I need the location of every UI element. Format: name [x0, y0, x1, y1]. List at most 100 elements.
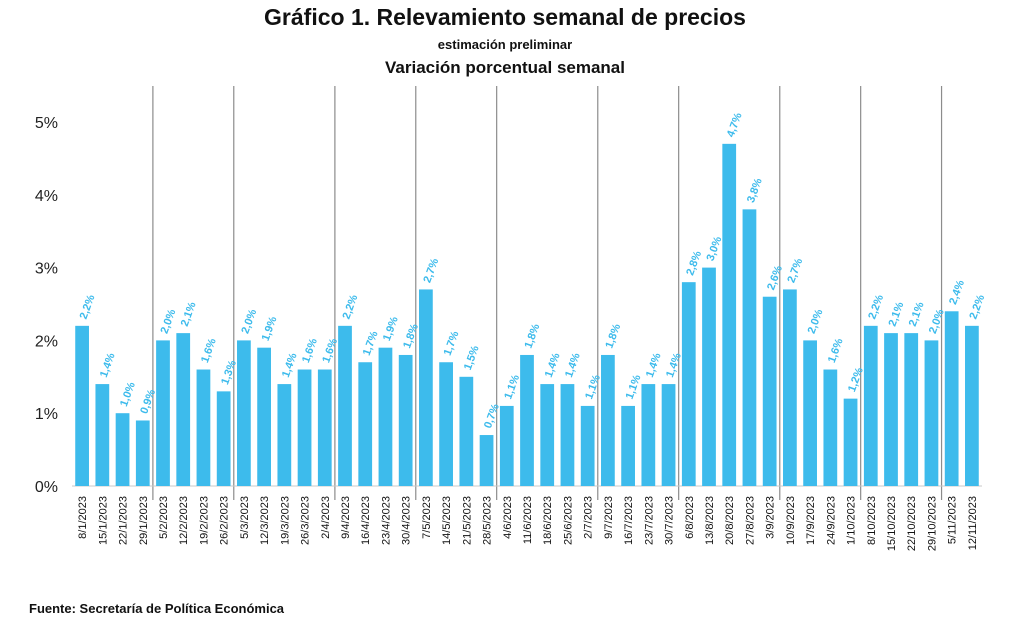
data-label: 1,0% [118, 380, 138, 408]
data-label: 1,4% [664, 351, 684, 379]
bar [803, 340, 817, 486]
data-label: 1,6% [826, 337, 846, 365]
bar [419, 289, 433, 486]
x-tick-label: 9/7/2023 [603, 496, 615, 539]
bar [216, 391, 231, 486]
data-label: 1,5% [462, 344, 482, 372]
data-label: 2,2% [967, 293, 987, 321]
bar [762, 296, 777, 486]
x-tick-label: 30/7/2023 [664, 496, 676, 545]
x-tick-label: 28/5/2023 [482, 496, 494, 545]
x-tick-label: 24/9/2023 [825, 496, 837, 545]
data-label: 1,9% [381, 315, 401, 343]
data-label: 1,4% [644, 351, 664, 379]
bar [641, 384, 656, 486]
x-tick-label: 19/2/2023 [198, 496, 210, 545]
x-tick-label: 9/4/2023 [340, 496, 352, 539]
bar [540, 384, 555, 486]
x-tick-label: 2/7/2023 [583, 496, 595, 539]
bar [580, 405, 595, 486]
x-tick-label: 16/7/2023 [623, 496, 635, 545]
bar-chart: 0%1%2%3%4%5% 2,2%1,4%1,0% 0,9%2,0% 2,1%1,6… [35, 86, 987, 551]
data-label: 4,7% [725, 111, 745, 139]
x-tick-label: 6/8/2023 [684, 496, 696, 539]
bar [944, 311, 959, 486]
x-tick-label: 8/1/2023 [77, 496, 89, 539]
bar [965, 325, 979, 486]
bar [338, 325, 352, 486]
bar [317, 369, 332, 486]
x-tick-label: 26/2/2023 [219, 496, 231, 545]
bar [520, 354, 534, 486]
data-label: 2,1% [887, 300, 907, 328]
bar [277, 384, 292, 486]
bar [95, 384, 110, 486]
data-label: 1,4% [98, 351, 118, 379]
data-label: 3,0% [705, 235, 725, 263]
data-label: 2,0% [927, 308, 947, 336]
bar [257, 347, 271, 486]
data-label: 1,8% [523, 322, 543, 350]
x-tick-label: 8/10/2023 [866, 496, 878, 545]
bar [115, 413, 130, 486]
x-tick-label: 29/10/2023 [926, 496, 938, 551]
data-label: 1,2% [846, 366, 866, 394]
bar [884, 333, 898, 486]
x-tick-label: 14/5/2023 [441, 496, 453, 545]
data-label: 1,4% [280, 351, 300, 379]
bar [904, 333, 919, 486]
x-tick-label: 3/9/2023 [765, 496, 777, 539]
x-tick-label: 16/4/2023 [360, 496, 372, 545]
bar [398, 354, 413, 486]
data-label: 2,1% [907, 300, 927, 328]
bar [560, 384, 575, 486]
bar-series [75, 143, 979, 487]
bar [499, 405, 514, 486]
bar [135, 420, 150, 486]
x-tick-label: 22/1/2023 [118, 496, 130, 545]
data-label: 1,4% [543, 351, 563, 379]
y-tick-label: 0% [35, 479, 58, 496]
data-label: 0,9% [138, 388, 158, 416]
bar [783, 289, 797, 486]
x-tick-label: 15/1/2023 [97, 496, 109, 545]
x-tick-label: 12/3/2023 [259, 496, 271, 545]
bar [358, 362, 373, 486]
bar [924, 340, 939, 486]
x-tick-label: 11/6/2023 [522, 496, 534, 544]
data-label: 1,3% [219, 359, 239, 387]
x-tick-label: 1/10/2023 [846, 496, 858, 545]
data-label: 1,4% [563, 351, 583, 379]
data-label: 2,0% [806, 308, 826, 336]
bar [863, 325, 878, 486]
bar [176, 333, 191, 486]
x-tick-label: 26/3/2023 [300, 496, 312, 545]
bar [75, 325, 89, 486]
data-label: 1,6% [300, 337, 320, 365]
x-tick-label: 20/8/2023 [724, 496, 736, 545]
bar [297, 369, 312, 486]
data-label: 2,7% [421, 257, 441, 285]
bar [823, 369, 838, 486]
data-label: 2,2% [866, 293, 886, 321]
data-label: 2,0% [239, 308, 259, 336]
data-label: 1,7% [442, 329, 462, 357]
y-tick-label: 1% [35, 406, 58, 423]
x-tick-label: 2/4/2023 [320, 496, 332, 539]
bar [681, 282, 696, 486]
data-label: 0,7% [482, 402, 502, 430]
data-label: 2,2% [78, 293, 98, 321]
source-note: Fuente: Secretaría de Política Económica [29, 601, 285, 616]
x-tick-label: 27/8/2023 [744, 496, 756, 545]
data-label: 1,1% [624, 373, 644, 401]
bar [439, 362, 453, 486]
data-label: 3,8% [745, 177, 765, 205]
chart-subtitle: estimación preliminar [437, 37, 573, 52]
x-tick-label: 7/5/2023 [421, 496, 433, 539]
data-label: 2,4% [947, 278, 967, 306]
bar [459, 376, 474, 486]
x-tick-label: 5/2/2023 [158, 496, 170, 539]
data-label: 2,6% [765, 264, 785, 292]
bar [742, 209, 757, 487]
data-label: 2,7% [785, 257, 805, 285]
